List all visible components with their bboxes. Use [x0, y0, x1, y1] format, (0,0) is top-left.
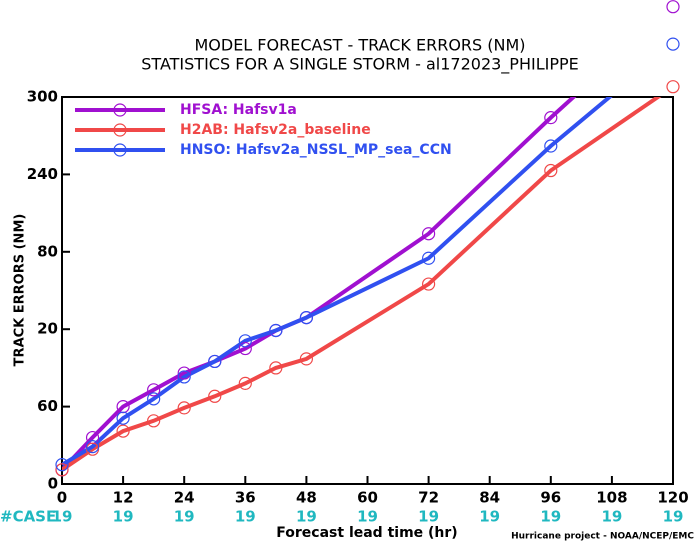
case-count: 19: [357, 508, 378, 526]
series-marker: [422, 251, 436, 265]
y-tick-label: 0: [48, 475, 58, 493]
x-tick-label: 12: [113, 489, 134, 507]
case-count: 19: [540, 508, 561, 526]
series-marker: [238, 341, 252, 356]
y-tick-label: 20: [37, 320, 58, 338]
x-tick-label: 120: [657, 489, 688, 507]
x-tick-label: 96: [540, 489, 561, 507]
series-marker: [544, 163, 558, 178]
case-count: 19: [418, 508, 439, 526]
x-axis-label: Forecast lead time (hr): [276, 525, 457, 541]
x-tick-label: 48: [296, 489, 317, 507]
x-tick-label: 24: [174, 489, 195, 507]
x-tick-label: 36: [235, 489, 256, 507]
chart-subtitle: STATISTICS FOR A SINGLE STORM - al172023…: [141, 55, 578, 75]
series-marker: [269, 361, 283, 375]
series-marker: [208, 354, 222, 369]
series-marker: [147, 414, 161, 428]
series-marker: [177, 370, 191, 384]
series-line: [62, 97, 577, 472]
y-axis-label: TRACK ERRORS (NM): [13, 214, 28, 367]
legend-marker: [113, 123, 127, 137]
legend-label: HFSA: Hafsv1a: [180, 102, 297, 118]
series-marker: [544, 139, 558, 153]
legend-marker: [113, 103, 127, 117]
legend-marker: [113, 143, 127, 157]
case-count: 19: [52, 508, 73, 526]
y-tick-label: 80: [37, 242, 58, 260]
chart-title: MODEL FORECAST - TRACK ERRORS (NM): [194, 36, 525, 55]
plot-area: [62, 97, 662, 472]
series-marker: [147, 383, 161, 397]
series-marker: [666, 37, 680, 51]
series-marker: [238, 334, 252, 348]
case-count: 19: [296, 508, 317, 526]
series-marker: [177, 401, 191, 415]
series-marker: [147, 392, 161, 406]
case-label: #CASE: [0, 508, 56, 526]
series-marker: [299, 352, 313, 366]
series-marker: [55, 458, 69, 472]
series-marker: [177, 366, 191, 380]
x-tick-label: 60: [357, 489, 378, 507]
x-tick-label: 0: [57, 489, 67, 507]
case-count: 19: [663, 508, 684, 526]
case-count: 19: [174, 508, 195, 526]
series-marker: [238, 376, 252, 390]
series-marker: [208, 389, 222, 403]
series-marker: [55, 463, 69, 477]
legend-label: H2AB: Hafsv2a_baseline: [180, 122, 371, 138]
series-marker: [85, 439, 100, 454]
footer: Hurricane project - NOAA/NCEP/EMC: [511, 532, 694, 542]
series-marker: [422, 277, 436, 291]
x-tick-label: 84: [479, 489, 500, 507]
x-tick-label: 108: [596, 489, 627, 507]
series-marker: [116, 424, 130, 438]
case-count: 19: [601, 508, 622, 526]
series-marker: [422, 227, 436, 241]
series-marker: [666, 0, 680, 14]
case-count: 19: [479, 508, 500, 526]
case-count: 19: [113, 508, 134, 526]
series-marker: [116, 411, 130, 425]
case-count: 19: [235, 508, 256, 526]
series-marker: [269, 323, 283, 338]
series-marker: [666, 80, 680, 94]
y-tick-label: 240: [27, 165, 58, 183]
legend-label: HNSO: Hafsv2a_NSSL_MP_sea_CCN: [180, 142, 452, 158]
series-marker: [299, 310, 313, 325]
x-tick-label: 72: [418, 489, 439, 507]
y-tick-label: 300: [27, 88, 58, 106]
y-tick-label: 60: [37, 397, 58, 415]
series-line: [62, 97, 613, 467]
series-marker: [544, 111, 558, 125]
